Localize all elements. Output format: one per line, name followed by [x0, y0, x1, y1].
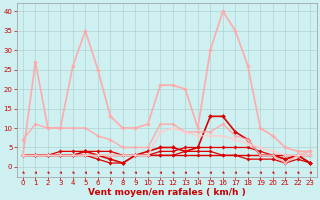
X-axis label: Vent moyen/en rafales ( km/h ): Vent moyen/en rafales ( km/h ) [88, 188, 245, 197]
